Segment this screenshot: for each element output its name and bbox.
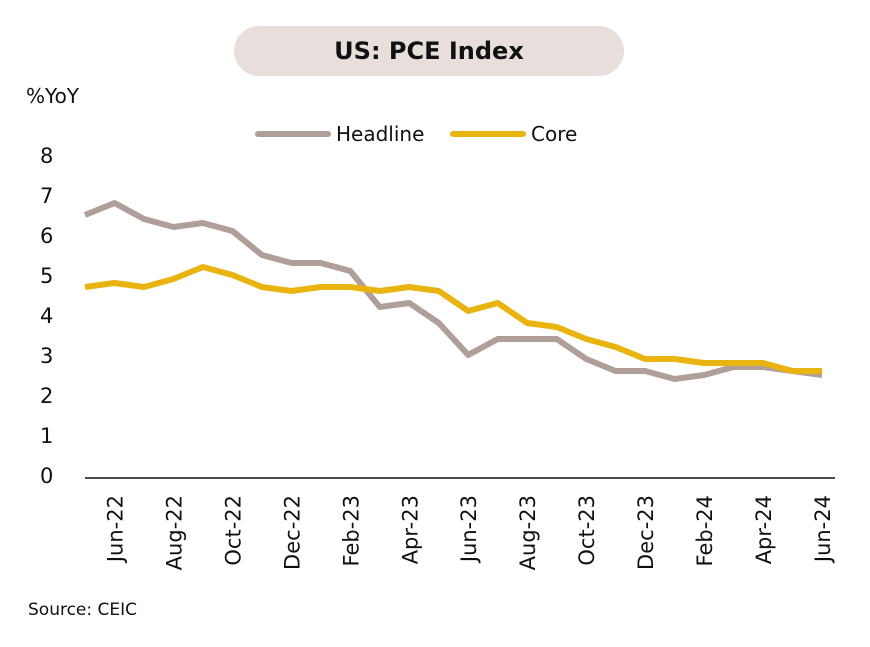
x-tick-label: Oct-23 [575, 495, 599, 566]
x-tick-label: Oct-22 [221, 495, 245, 566]
series-line-core [84, 264, 822, 374]
legend: Headline Core [255, 122, 577, 146]
y-tick-label: 7 [40, 184, 53, 208]
y-tick-label: 2 [40, 384, 53, 408]
chart-title: US: PCE Index [234, 26, 624, 76]
series-line-headline [83, 200, 823, 382]
y-tick-label: 8 [40, 144, 53, 168]
x-tick-label: Jun-23 [457, 495, 481, 564]
x-tick-label: Dec-23 [634, 495, 658, 570]
x-tick-label: Apr-23 [398, 495, 422, 564]
x-tick-label: Feb-24 [693, 495, 717, 566]
y-axis-ticks: 0 1 2 3 4 5 6 7 8 [40, 144, 53, 488]
y-axis-unit-label: %YoY [26, 84, 80, 108]
x-tick-label: Dec-22 [280, 495, 304, 570]
source-note: Source: CEIC [28, 600, 138, 620]
y-tick-label: 3 [40, 344, 53, 368]
x-tick-label: Jun-24 [811, 495, 835, 564]
y-tick-label: 4 [40, 304, 53, 328]
y-tick-label: 0 [40, 464, 53, 488]
y-tick-label: 6 [40, 224, 53, 248]
x-tick-label: Feb-23 [339, 495, 363, 566]
legend-label-headline: Headline [336, 122, 424, 146]
x-tick-label: Jun-22 [103, 495, 127, 564]
x-tick-label: Apr-24 [752, 495, 776, 564]
x-tick-label: Aug-22 [162, 495, 186, 570]
series-lines [83, 200, 823, 382]
y-tick-label: 1 [40, 424, 53, 448]
chart-title-text: US: PCE Index [334, 37, 524, 65]
x-axis-ticks: Jun-22 Aug-22 Oct-22 Dec-22 Feb-23 Apr-23 Jun-… [103, 495, 835, 570]
x-tick-label: Aug-23 [516, 495, 540, 570]
y-tick-label: 5 [40, 264, 53, 288]
legend-label-core: Core [531, 122, 577, 146]
